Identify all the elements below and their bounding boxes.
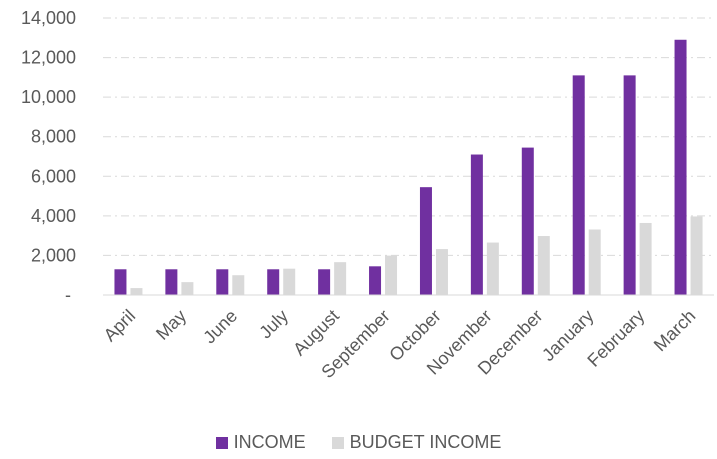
legend: INCOME BUDGET INCOME — [0, 432, 717, 453]
y-tick-label: 6,000 — [31, 166, 76, 186]
bar-income — [114, 269, 127, 295]
x-tick-label: March — [650, 306, 700, 356]
gridlines — [103, 17, 714, 256]
y-tick-label: 12,000 — [21, 48, 76, 68]
legend-item-income: INCOME — [215, 432, 306, 453]
y-tick-label: 10,000 — [21, 87, 76, 107]
bar-income — [521, 147, 534, 295]
legend-swatch-income — [215, 436, 228, 449]
x-tick-label: May — [152, 306, 190, 344]
bars — [114, 39, 703, 296]
x-tick-label: April — [100, 306, 140, 346]
bar-budget-income — [232, 275, 245, 295]
x-axis-ticks: April May June JulyAugustSeptemberOctoberNo… — [100, 306, 700, 382]
bar-budget-income — [588, 229, 601, 295]
legend-swatch-budget-income — [331, 436, 344, 449]
bar-budget-income — [537, 236, 550, 295]
bar-income — [470, 154, 483, 295]
y-tick-label: 2,000 — [31, 245, 76, 265]
bar-budget-income — [181, 282, 194, 295]
bar-budget-income — [130, 288, 143, 295]
legend-item-budget-income: BUDGET INCOME — [331, 432, 502, 453]
bar-budget-income — [283, 268, 296, 295]
x-tick-label: July — [255, 306, 292, 343]
bar-budget-income — [486, 242, 499, 295]
bar-budget-income — [639, 222, 652, 295]
bar-income — [267, 269, 280, 295]
legend-label-income: INCOME — [233, 432, 306, 452]
bar-income — [369, 266, 382, 295]
bar-income — [216, 269, 229, 295]
y-tick-label: 14,000 — [21, 8, 76, 28]
bar-income — [623, 75, 636, 295]
bar-chart: -2,0004,0006,0008,00010,00012,00014,000 … — [21, 8, 714, 382]
bar-budget-income — [385, 255, 398, 295]
bar-income — [419, 187, 432, 295]
bar-income — [674, 39, 687, 296]
bar-budget-income — [334, 262, 347, 295]
bar-income — [318, 269, 331, 295]
y-tick-label: 8,000 — [31, 127, 76, 147]
bar-income — [165, 269, 178, 295]
y-tick-label: 4,000 — [31, 206, 76, 226]
x-tick-label: June — [199, 306, 241, 348]
y-tick-label: - — [65, 285, 71, 305]
bar-budget-income — [435, 249, 448, 295]
bar-budget-income — [690, 216, 703, 295]
legend-label-budget-income: BUDGET INCOME — [349, 432, 502, 452]
bar-income — [572, 75, 585, 295]
y-axis-ticks: - 2,000 4,000 6,000 8,000 10,000 12,000 14,000 — [21, 8, 76, 305]
